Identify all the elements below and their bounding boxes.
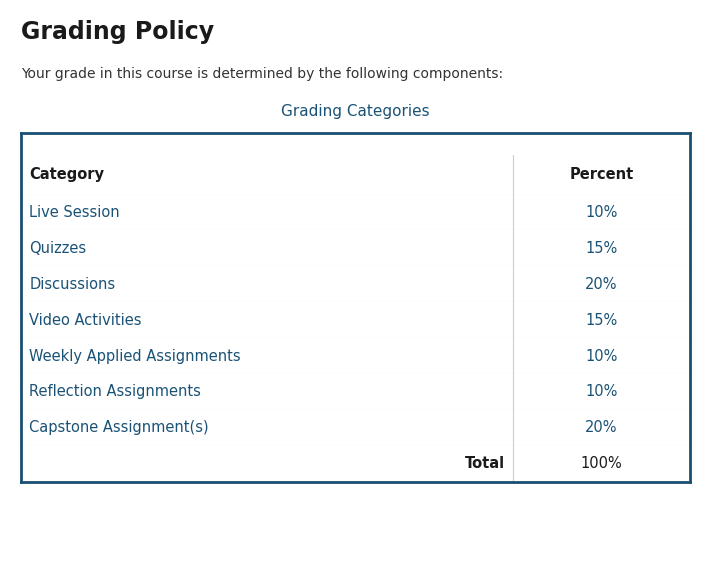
Text: 10%: 10%	[585, 349, 617, 364]
Text: Capstone Assignment(s): Capstone Assignment(s)	[29, 420, 209, 435]
Text: 15%: 15%	[585, 313, 617, 328]
Text: 20%: 20%	[585, 277, 617, 292]
Text: Grading Policy: Grading Policy	[21, 20, 214, 44]
Text: Grading Categories: Grading Categories	[281, 104, 430, 119]
Text: Percent: Percent	[569, 167, 634, 182]
Text: Total: Total	[465, 456, 505, 471]
Text: 20%: 20%	[585, 420, 617, 435]
Text: Weekly Applied Assignments: Weekly Applied Assignments	[29, 349, 241, 364]
Text: Video Activities: Video Activities	[29, 313, 142, 328]
Text: 15%: 15%	[585, 241, 617, 256]
Text: 10%: 10%	[585, 384, 617, 400]
Text: Your grade in this course is determined by the following components:: Your grade in this course is determined …	[21, 67, 503, 80]
Text: 10%: 10%	[585, 205, 617, 220]
Text: Live Session: Live Session	[29, 205, 120, 220]
Text: Reflection Assignments: Reflection Assignments	[29, 384, 201, 400]
Text: 100%: 100%	[580, 456, 622, 471]
Text: Category: Category	[29, 167, 104, 182]
Text: Quizzes: Quizzes	[29, 241, 87, 256]
Text: Discussions: Discussions	[29, 277, 115, 292]
